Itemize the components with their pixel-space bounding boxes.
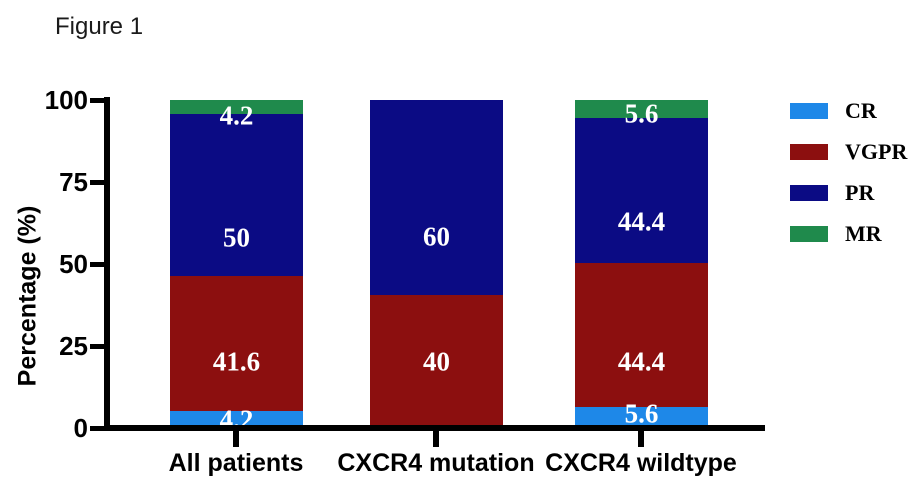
- y-tick-label: 50: [59, 249, 88, 279]
- y-tick-label: 75: [59, 167, 88, 197]
- stacked-bar: 40 60: [370, 100, 503, 425]
- y-tick-mark: [90, 179, 104, 185]
- legend-label: MR: [845, 220, 882, 246]
- bar-segment-cr: [575, 406, 708, 425]
- x-axis-line: [104, 425, 765, 431]
- bar-segment-mr: [170, 100, 303, 114]
- legend-label: VGPR: [845, 138, 908, 164]
- y-axis-line: [104, 97, 110, 431]
- y-tick-mark: [90, 97, 104, 103]
- legend-swatch: [790, 102, 828, 119]
- bar-value-label: 60: [423, 221, 450, 252]
- x-category-label: All patients: [168, 449, 304, 477]
- legend-item-cr: CR: [790, 97, 907, 123]
- y-tick-mark: [90, 261, 104, 267]
- bar-segment-vgpr: [170, 276, 303, 412]
- bar-segment-vgpr: [575, 262, 708, 407]
- bar-value-label: 44.4: [617, 206, 666, 237]
- x-tick-mark: [638, 431, 644, 447]
- legend-label: CR: [845, 97, 877, 123]
- legend-item-pr: PR: [790, 179, 907, 205]
- figure-title: Figure 1: [55, 13, 144, 40]
- bar-value-label: 4.2: [219, 100, 254, 131]
- legend-item-vgpr: VGPR: [790, 138, 908, 164]
- bar-value-label: 41.6: [212, 346, 261, 377]
- bar-segment-pr: [370, 100, 503, 295]
- stacked-bar: 5.6 44.4 44.4 5.6: [575, 98, 708, 428]
- bar-value-label: 44.4: [617, 346, 666, 377]
- legend-item-mr: MR: [790, 220, 907, 246]
- x-tick-mark: [433, 431, 439, 447]
- bar-segment-vgpr: [370, 295, 503, 425]
- legend-swatch: [790, 184, 828, 201]
- y-tick-label: 0: [73, 413, 88, 443]
- bar-segment-mr: [575, 100, 708, 119]
- legend: CR VGPR PR MR: [790, 97, 908, 266]
- legend-swatch: [790, 225, 828, 242]
- y-tick-label: 100: [44, 85, 88, 115]
- x-tick-mark: [233, 431, 239, 447]
- bar-segment-pr: [170, 113, 303, 277]
- legend-label: PR: [845, 179, 875, 205]
- bar-value-label: 40: [423, 346, 450, 377]
- bar-segment-cr: [170, 411, 303, 425]
- x-category-label: CXCR4 wildtype: [545, 449, 737, 477]
- x-category-label: CXCR4 mutation: [337, 449, 535, 477]
- bar-value-label: 5.6: [624, 398, 659, 429]
- legend-swatch: [790, 143, 828, 160]
- bar-value-label: 50: [223, 222, 250, 253]
- y-tick-label: 25: [59, 331, 88, 361]
- bar-value-label: 5.6: [624, 98, 659, 129]
- y-tick-mark: [90, 425, 104, 431]
- y-tick-mark: [90, 343, 104, 349]
- stacked-bar: 4.2 41.6 50 4.2: [170, 100, 303, 435]
- bar-segment-pr: [575, 118, 708, 263]
